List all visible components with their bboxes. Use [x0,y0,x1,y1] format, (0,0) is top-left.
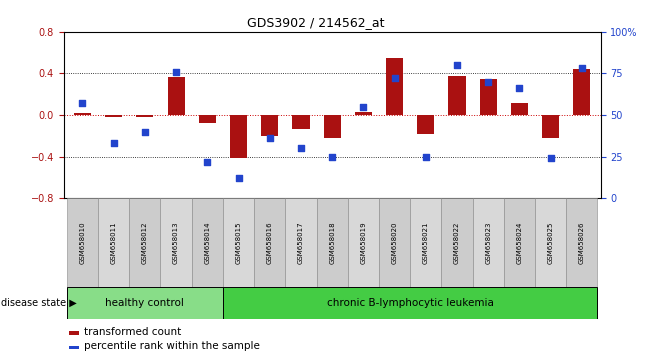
Point [514,86,525,91]
Bar [511,103,528,115]
Point [264,136,275,141]
Text: GSM658011: GSM658011 [111,221,117,264]
Bar [293,115,309,129]
FancyBboxPatch shape [98,198,130,287]
Point [140,129,150,135]
Text: GSM658012: GSM658012 [142,221,148,264]
Point [389,76,400,81]
Bar [105,115,122,117]
Point [295,145,306,151]
Bar [74,113,91,115]
Bar [542,115,559,138]
Point [170,69,181,75]
FancyBboxPatch shape [410,198,442,287]
Point [546,155,556,161]
FancyBboxPatch shape [130,198,160,287]
Text: GSM658021: GSM658021 [423,221,429,264]
Text: percentile rank within the sample: percentile rank within the sample [84,341,260,351]
Point [483,79,494,85]
Text: GSM658010: GSM658010 [79,221,85,264]
FancyBboxPatch shape [442,198,472,287]
Bar [136,115,154,117]
Text: GSM658025: GSM658025 [548,221,554,264]
FancyBboxPatch shape [192,198,223,287]
Bar [230,115,247,158]
Text: healthy control: healthy control [105,298,185,308]
Point [77,101,88,106]
Point [233,176,244,181]
Point [202,159,213,165]
Text: GSM658015: GSM658015 [236,221,242,264]
Bar [480,79,497,115]
Text: GDS3902 / 214562_at: GDS3902 / 214562_at [247,16,384,29]
Bar [355,112,372,115]
Point [108,141,119,146]
Point [358,104,369,110]
FancyBboxPatch shape [67,198,98,287]
Bar [573,69,590,115]
FancyBboxPatch shape [254,198,285,287]
FancyBboxPatch shape [348,198,379,287]
FancyBboxPatch shape [472,198,504,287]
Text: GSM658022: GSM658022 [454,221,460,264]
Text: GSM658018: GSM658018 [329,221,335,264]
FancyBboxPatch shape [223,287,597,319]
Text: GSM658019: GSM658019 [360,221,366,264]
FancyBboxPatch shape [566,198,597,287]
FancyBboxPatch shape [223,198,254,287]
Text: chronic B-lymphocytic leukemia: chronic B-lymphocytic leukemia [327,298,494,308]
Text: GSM658016: GSM658016 [267,221,272,264]
FancyBboxPatch shape [67,287,223,319]
FancyBboxPatch shape [379,198,410,287]
Bar [448,75,466,115]
Bar [199,115,216,124]
Bar [417,115,434,134]
FancyBboxPatch shape [285,198,317,287]
FancyBboxPatch shape [504,198,535,287]
Text: GSM658020: GSM658020 [392,221,397,264]
Bar [261,115,278,136]
Point [327,154,338,159]
Text: GSM658014: GSM658014 [204,221,210,264]
Text: transformed count: transformed count [84,327,181,337]
Point [576,65,587,71]
Text: GSM658026: GSM658026 [579,221,585,264]
FancyBboxPatch shape [535,198,566,287]
Bar [69,331,79,335]
Point [452,62,462,68]
FancyBboxPatch shape [160,198,192,287]
Point [421,154,431,159]
Bar [168,76,185,115]
Text: GSM658023: GSM658023 [485,221,491,264]
Bar [323,115,341,138]
Bar [69,346,79,349]
Text: GSM658017: GSM658017 [298,221,304,264]
Bar [386,58,403,115]
Text: GSM658013: GSM658013 [173,221,179,264]
Text: disease state ▶: disease state ▶ [1,298,77,308]
Text: GSM658024: GSM658024 [517,221,523,264]
FancyBboxPatch shape [317,198,348,287]
